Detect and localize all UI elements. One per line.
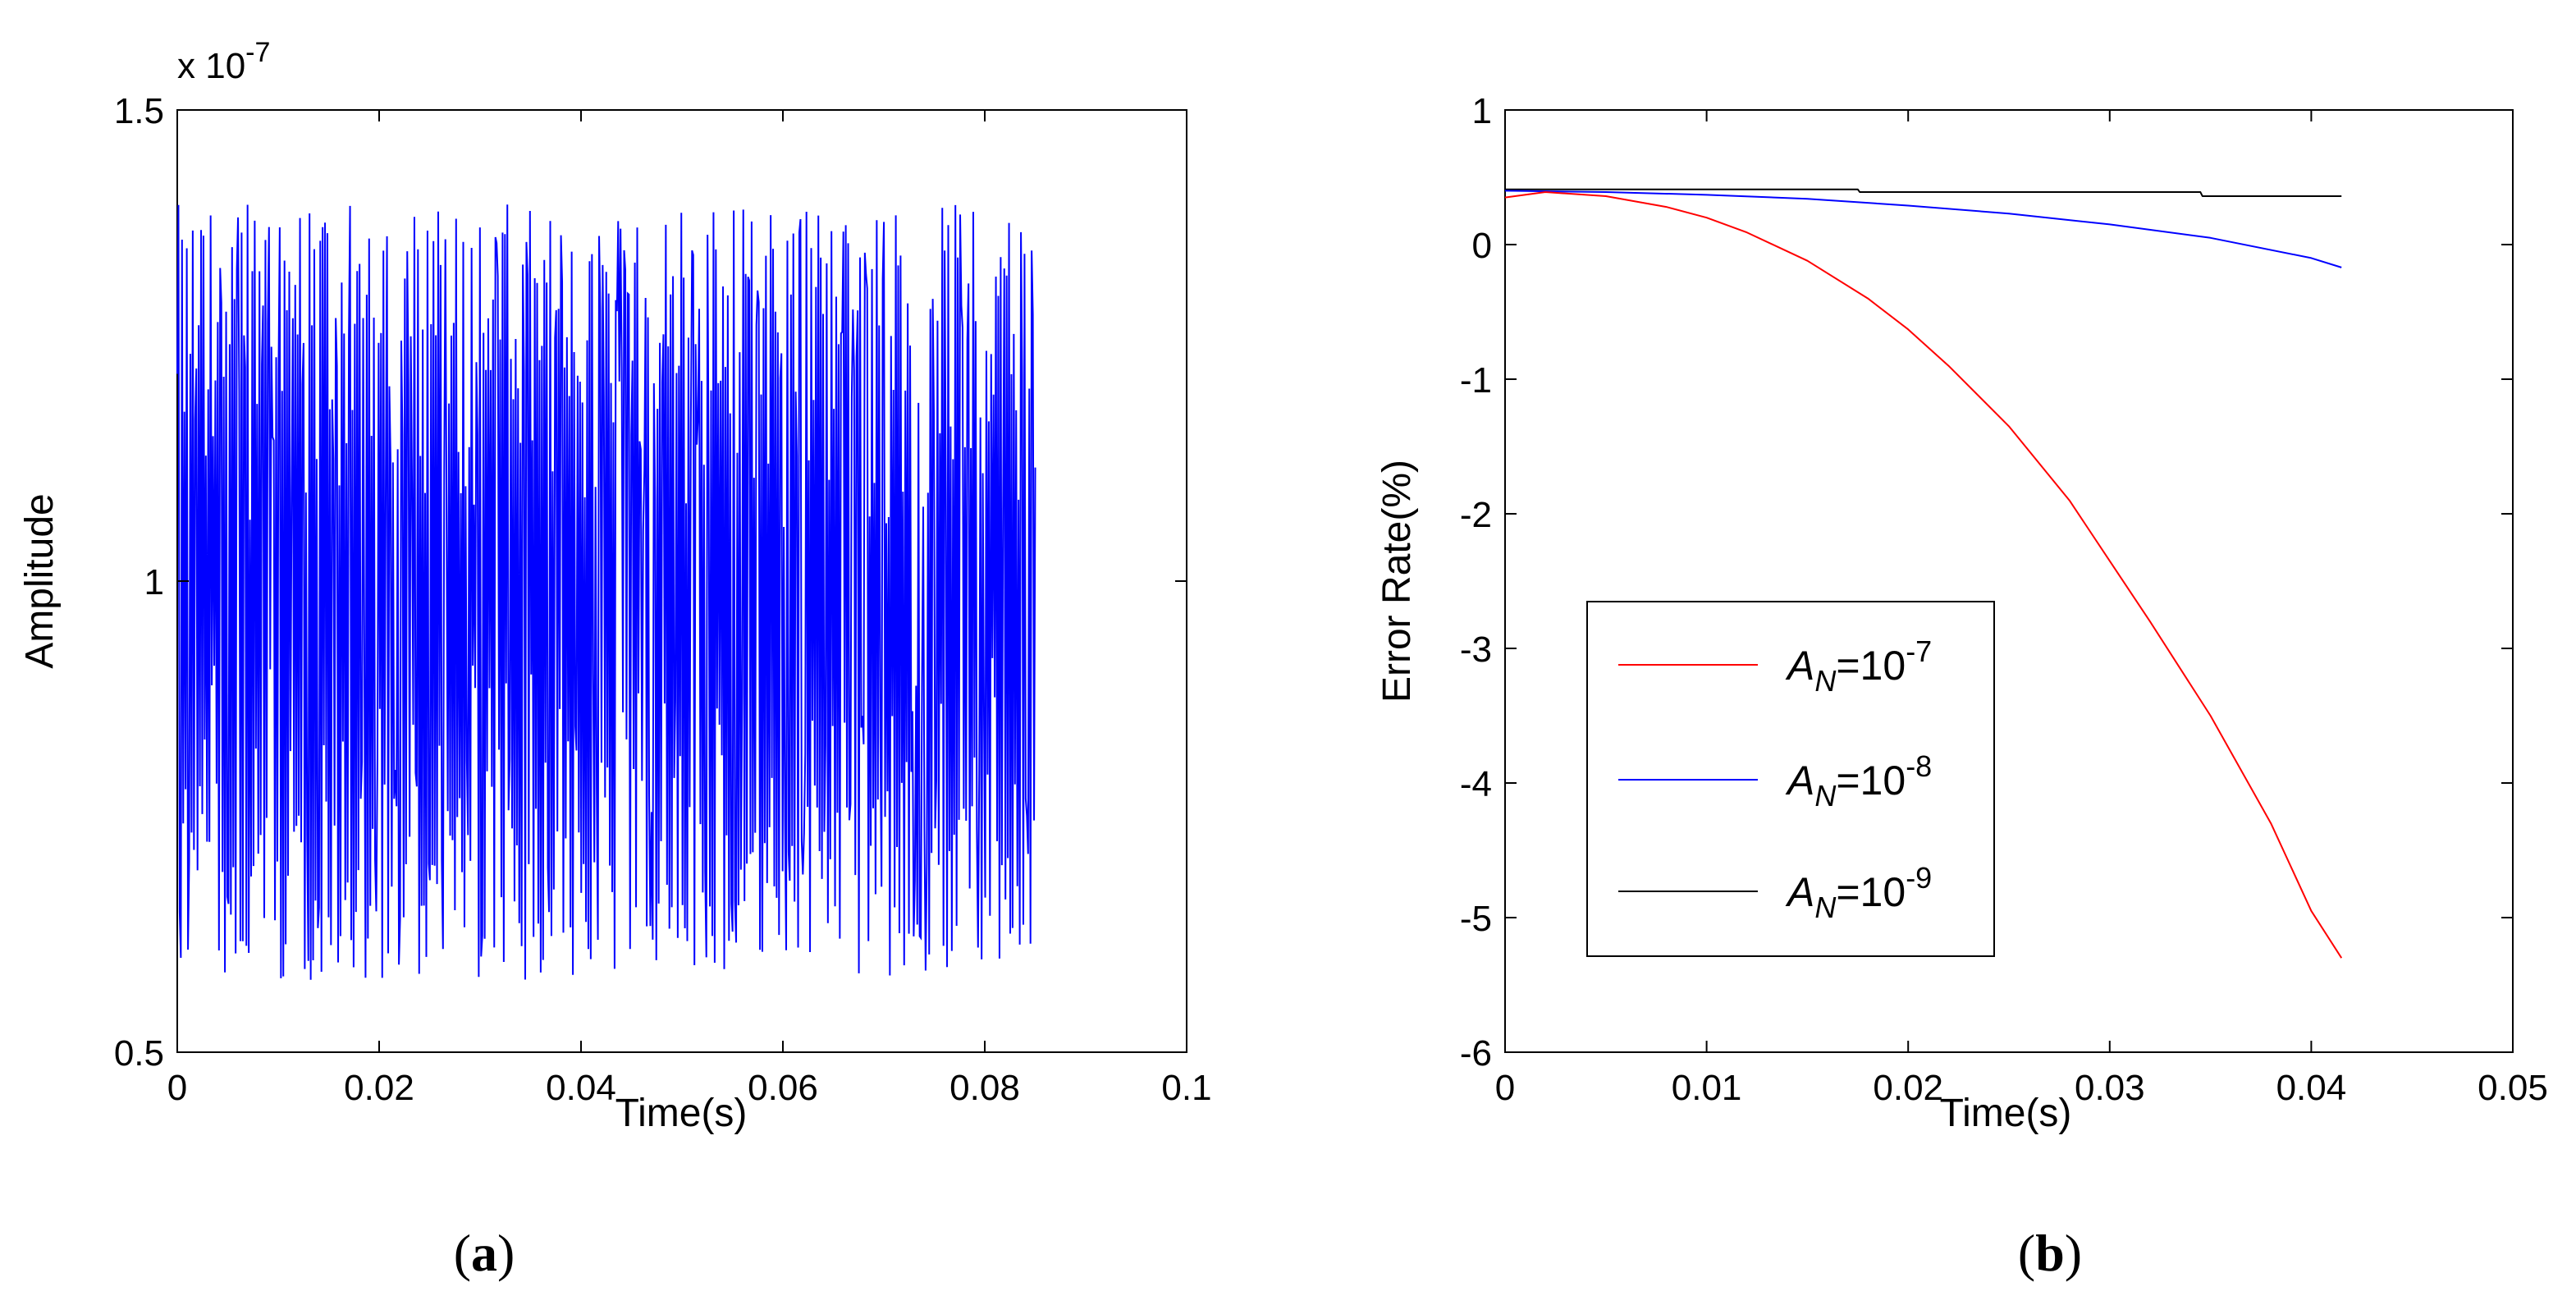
panel-b-y-tick-label: -1 xyxy=(1460,360,1492,401)
panel-a-signal-series xyxy=(176,204,1036,980)
panel-b-x-tick-label: 0.05 xyxy=(2478,1068,2548,1108)
panel-b-series-line-1 xyxy=(1504,191,2343,959)
panel-a-x-tick-label: 0.08 xyxy=(949,1068,1020,1108)
panel-b-y-tick-label: -5 xyxy=(1460,899,1492,939)
panel-b-y-tick-label: -3 xyxy=(1460,630,1492,670)
panel-a-x-tick-label: 0 xyxy=(167,1068,187,1108)
panel-b-x-axis: 0 0.01 0.02 0.03 0.04 0.05 xyxy=(1495,110,2548,1108)
panel-a-y-tick-label: 1.5 xyxy=(114,91,164,131)
panel-b-x-tick-label: 0.04 xyxy=(2276,1068,2347,1108)
panel-a-y-axis-label: Amplitude xyxy=(18,493,62,668)
panel-b-series-line-3 xyxy=(1505,188,2342,197)
panel-a-x-axis-label: Time(s) xyxy=(615,1092,748,1135)
legend-label-3: AN=10-9 xyxy=(1785,861,1932,924)
panel-b-y-tick-label: -2 xyxy=(1460,495,1492,535)
panel-b-x-tick-label: 0.01 xyxy=(1672,1068,1742,1108)
panel-b: 0 0.01 0.02 0.03 0.04 0.05 -6 -5 -4 -3 -2 -1 0 1 Tim… xyxy=(1375,91,2548,1282)
panel-a-x-axis: 0 0.02 0.04 0.06 0.08 0.1 xyxy=(167,110,1212,1108)
panel-b-y-axis: -6 -5 -4 -3 -2 -1 0 1 xyxy=(1460,91,2513,1074)
panel-a-x-tick-label: 0.1 xyxy=(1161,1068,1211,1108)
panel-b-x-axis-label: Time(s) xyxy=(1940,1092,2072,1135)
panel-a: 0 0.02 0.04 0.06 0.08 0.1 0.5 1 1.5 Time(s) Amp… xyxy=(18,37,1212,1282)
panel-a-signal-line xyxy=(176,204,1036,980)
panel-a-x-tick-label: 0.02 xyxy=(344,1068,414,1108)
panel-a-x-tick-label: 0.06 xyxy=(748,1068,818,1108)
panel-b-y-tick-label: -4 xyxy=(1460,764,1492,804)
panel-b-y-tick-label: 1 xyxy=(1472,91,1492,131)
panel-b-caption: (b) xyxy=(2018,1224,2082,1282)
panel-b-x-tick-label: 0.02 xyxy=(1873,1068,1943,1108)
panel-b-x-tick-label: 0.03 xyxy=(2075,1068,2145,1108)
panel-a-caption: (a) xyxy=(454,1224,515,1282)
legend-label-2: AN=10-8 xyxy=(1785,749,1932,813)
legend-label-1: AN=10-7 xyxy=(1785,634,1932,698)
panel-a-exponent-label: x 10-7 xyxy=(177,37,270,86)
panel-b-y-axis-label: Error Rate(%) xyxy=(1375,460,1419,703)
panel-a-exponent-prefix: x 10 xyxy=(177,46,245,86)
panel-b-x-tick-label: 0 xyxy=(1495,1068,1515,1108)
panel-a-y-tick-label: 0.5 xyxy=(114,1033,164,1074)
panel-b-series-line-2 xyxy=(1504,190,2342,268)
panel-a-x-tick-label: 0.04 xyxy=(546,1068,616,1108)
panel-a-exponent-power: -7 xyxy=(245,37,270,68)
panel-a-y-tick-label: 1 xyxy=(144,562,164,602)
panel-b-series-group xyxy=(1504,188,2343,959)
panel-b-y-tick-label: -6 xyxy=(1460,1033,1492,1074)
panel-b-y-tick-label: 0 xyxy=(1472,226,1492,266)
legend: AN=10-7 AN=10-8 AN=10-9 xyxy=(1586,601,1995,957)
panel-a-y-axis: 0.5 1 1.5 xyxy=(114,91,1187,1074)
